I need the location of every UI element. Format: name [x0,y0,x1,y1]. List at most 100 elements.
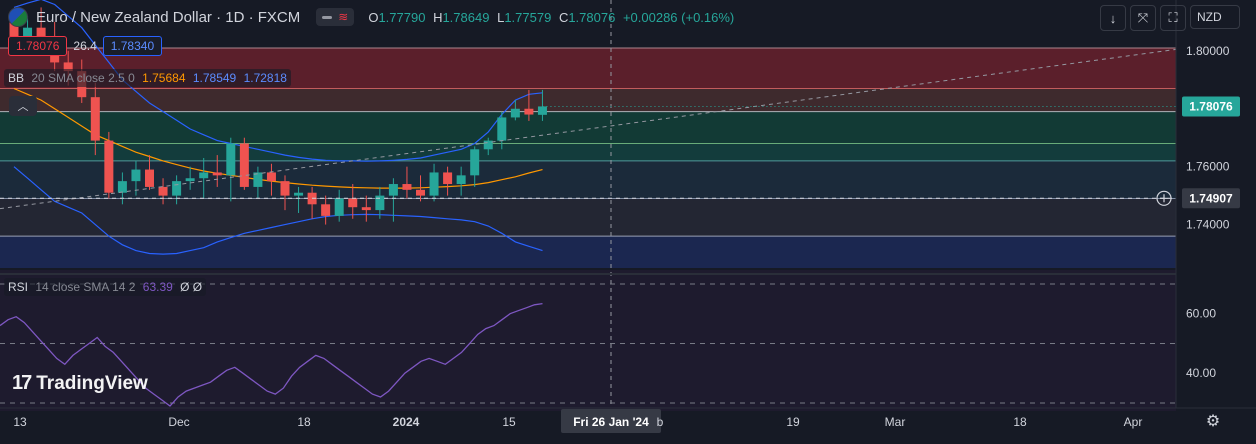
rsi-line [0,302,543,407]
zone-gray [0,198,1176,237]
candle-body [253,172,263,187]
add-alert-icon [1156,190,1172,206]
chart-header: Euro / New Zealand Dollar · 1D · FXCM ≋ … [0,4,1180,30]
candle-body [172,181,182,196]
crosshair-price-badge [1182,188,1240,209]
candle [117,172,127,205]
candle [104,131,114,199]
maximize-button[interactable]: ⛶ [1160,5,1186,31]
candle [456,166,466,196]
candle [90,82,100,156]
candle [443,166,453,196]
candle [185,166,195,190]
candle [416,175,425,202]
wave-icon: ≋ [338,10,349,24]
ohlc-low-value: 1.77579 [504,9,552,25]
candle [321,195,331,225]
maximize-icon: ⛶ [1168,10,1178,25]
candle [158,178,168,205]
candle-body [416,189,425,196]
candle-body [117,181,127,193]
bb-basis-value: 1.75684 [142,71,186,85]
minus-icon [322,15,333,19]
candle-body [456,175,466,185]
ohlc-close-key: C [558,9,569,25]
candle-body [90,97,100,141]
price-tick-label: 1.76000 [1186,160,1230,174]
bb-lower-line [13,166,543,255]
candle [334,189,344,222]
candle-body [36,27,46,43]
zone-slate [0,160,1176,199]
visibility-toggle[interactable]: ≋ [316,8,355,26]
tradingview-mark-icon: 17 [12,372,32,394]
candle-body [226,143,236,176]
candle-body [158,186,168,196]
ohlc-change: +0.00286 (+0.16%) [622,9,735,25]
candle-body [334,198,344,216]
candle [402,166,412,199]
candle-body [388,184,398,196]
settings-gear-icon[interactable]: ⚙ [1205,413,1221,430]
time-tick-label: b [657,415,664,429]
sell-price-button[interactable]: 1.78076 [8,36,68,56]
candle [388,178,398,222]
candle-body [239,143,249,187]
tradingview-wordmark: TradingView [36,372,148,394]
bb-legend[interactable]: BB 20 SMA close 2.5 0 1.75684 1.78549 1.… [4,69,291,87]
chart-toolbar: ↓ ⤧ ⛶ [1100,5,1186,31]
symbol-title[interactable]: Euro / New Zealand Dollar · 1D · FXCM [36,8,301,26]
ohlc-open-key: O [368,9,379,25]
price-tick-label: 1.78076 [1189,100,1233,114]
candle [199,157,209,199]
candle-body [212,172,222,176]
arrow-down-icon: ↓ [1109,10,1117,26]
candle [212,155,222,187]
candle [483,137,493,156]
collapse-icon: ⤧ [1137,10,1149,25]
candle [239,137,249,190]
candle [375,186,385,219]
rsi-tick-label: 60.00 [1186,307,1216,321]
bb-name: BB [8,71,25,85]
candle [253,166,263,199]
candle-body [361,207,371,211]
candle [470,146,480,187]
candle-body [23,27,33,37]
candle [294,186,304,213]
candle-body [280,181,290,196]
candle [537,89,547,121]
rsi-name: RSI [8,280,29,294]
ohlc-high-key: H [433,9,443,25]
bb-basis-line [13,87,543,189]
last-price-badge [1182,96,1240,117]
candle-body [524,108,534,115]
trade-tags: 1.78076 26.4 1.78340 [8,36,163,56]
currency-select[interactable]: NZD [1190,5,1240,29]
rsi-tick-label: 40.00 [1186,366,1216,380]
collapse-legend-button[interactable]: ︿ [9,96,37,116]
candle [172,175,182,205]
candle [266,163,276,196]
candle-body [483,140,493,150]
candle [429,163,439,202]
candle-body [537,106,547,115]
candle-body [9,21,19,37]
zone-teal [0,143,1176,161]
time-tick-label: 15 [502,415,516,429]
buy-price-button[interactable]: 1.78340 [102,36,163,56]
candle-body [510,108,520,118]
time-tick-label: 18 [1013,415,1027,429]
candle-body [131,169,141,182]
candle-body [294,192,304,196]
collapse-button[interactable]: ⤧ [1130,5,1156,31]
ohlc-open-value: 1.77790 [378,9,426,25]
time-tick-label: 13 [13,415,27,429]
time-tick-label: Mar [885,415,906,429]
rsi-legend[interactable]: RSI 14 close SMA 14 2 63.39 Ø Ø [4,278,207,296]
ohlc-high-value: 1.78649 [442,9,490,25]
time-tick-label: 19 [786,415,800,429]
bb-upper-value: 1.78549 [192,71,237,85]
arrow-down-button[interactable]: ↓ [1100,5,1126,31]
